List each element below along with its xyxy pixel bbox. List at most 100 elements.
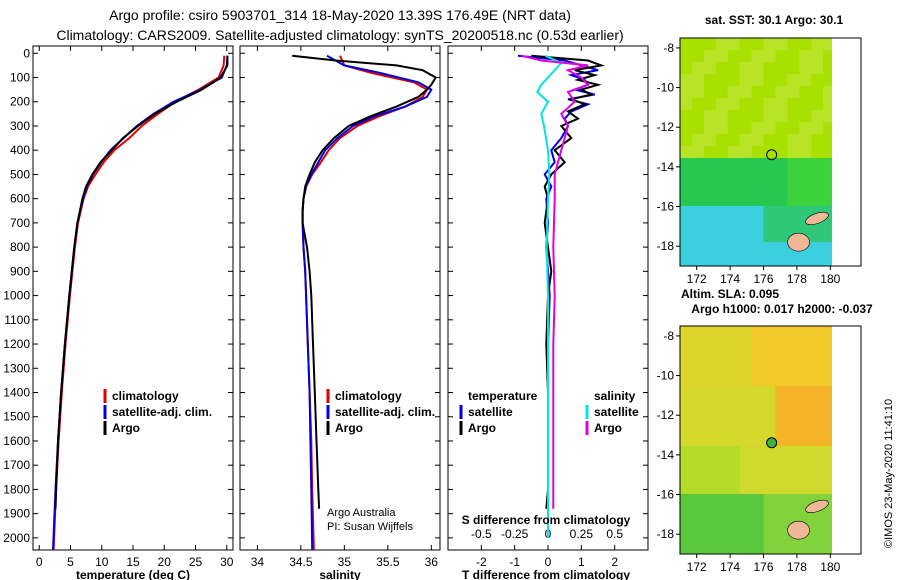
field-cell [727, 146, 741, 159]
legend-climatology: climatology [112, 389, 179, 403]
map-blank-region [831, 326, 861, 554]
field-cell [775, 494, 788, 507]
series-line-argo [54, 55, 229, 509]
field-cell [811, 434, 824, 447]
field-cell [680, 206, 693, 219]
depth-tick-label: 100 [10, 71, 30, 85]
field-cell [751, 206, 764, 219]
field-cell [680, 518, 693, 531]
temperature-frame [32, 45, 234, 551]
field-cell [787, 158, 800, 171]
field-cell [715, 62, 729, 75]
field-cell [811, 254, 824, 267]
field-cell [703, 134, 717, 147]
lon-tick-label: 172 [687, 272, 707, 286]
field-cell [680, 506, 693, 519]
field-cell [680, 62, 693, 75]
field-cell [703, 110, 717, 123]
field-cell [727, 518, 741, 531]
field-cell [680, 326, 693, 339]
field-cell [799, 542, 812, 555]
depth-tick-label: 700 [10, 216, 30, 230]
depth-tick-label: 600 [10, 192, 30, 206]
field-cell [703, 74, 717, 87]
field-cell [691, 434, 705, 447]
field-cell [799, 86, 812, 99]
field-cell [727, 494, 741, 507]
field-cell [703, 62, 717, 75]
field-cell [680, 542, 693, 555]
field-cell [751, 182, 764, 195]
sst-map-axis: 172 174 176 178 180 -8 -10 -12 -14 -16 -18 [657, 41, 841, 286]
field-cell [799, 182, 812, 195]
field-cell [703, 254, 717, 267]
field-cell [751, 338, 764, 351]
sla-map-title: Altim. SLA: 0.095 [681, 287, 779, 301]
difference-xlabel: T difference from climatology [462, 568, 630, 580]
field-cell [751, 242, 764, 255]
field-cell [787, 170, 800, 183]
x-tick-label: 1 [578, 555, 585, 569]
field-cell [763, 50, 776, 63]
field-cell [787, 350, 800, 363]
field-cell [715, 206, 729, 219]
x-tick-label: 34 [251, 555, 265, 569]
sst-map-frame [679, 37, 862, 267]
diff-legend-t-argo: Argo [468, 421, 496, 435]
field-cell [691, 170, 705, 183]
field-cell [703, 158, 717, 171]
field-cell [763, 410, 776, 423]
viti-levu-land [787, 232, 810, 252]
field-cell [739, 422, 752, 435]
field-cell [799, 38, 812, 51]
field-cell [691, 482, 705, 495]
field-cell [703, 182, 717, 195]
field-cell [680, 86, 693, 99]
field-cell [787, 74, 800, 87]
sal-legend-satellite: satellite-adj. clim. [335, 405, 435, 419]
field-cell [739, 146, 752, 159]
field-cell [775, 410, 788, 423]
depth-tick-label: 1500 [3, 410, 30, 424]
diff-legend-salinity: salinity [594, 389, 636, 403]
depth-tick-label: 1800 [3, 482, 30, 496]
field-cell [775, 386, 788, 399]
field-cell [703, 86, 717, 99]
sla-map-subtitle: Argo h1000: 0.017 h2000: -0.037 [691, 302, 873, 316]
field-cell [691, 218, 705, 231]
field-cell [775, 50, 788, 63]
field-cell [715, 254, 729, 267]
field-cell [715, 410, 729, 423]
field-cell [715, 134, 729, 147]
field-cell [751, 110, 764, 123]
field-cell [775, 506, 788, 519]
field-cell [715, 350, 729, 363]
field-cell [691, 86, 705, 99]
field-cell [727, 182, 741, 195]
field-cell [727, 110, 741, 123]
field-cell [680, 158, 693, 171]
depth-tick-label: 1200 [3, 337, 30, 351]
field-cell [763, 350, 776, 363]
field-cell [727, 542, 741, 555]
field-cell [703, 482, 717, 495]
sst-field [680, 38, 848, 267]
sla-map-axis: 172 174 176 178 180 -8 -10 -12 -14 -16 -18 [657, 329, 841, 574]
field-cell [691, 254, 705, 267]
lon-tick-label: 178 [787, 272, 807, 286]
field-cell [715, 326, 729, 339]
field-cell [763, 362, 776, 375]
sla-map-frame [679, 325, 862, 555]
field-cell [751, 410, 764, 423]
x-tick-label: -1 [509, 555, 520, 569]
field-cell [775, 518, 788, 531]
field-cell [727, 158, 741, 171]
field-cell [680, 74, 693, 87]
field-cell [739, 410, 752, 423]
field-cell [799, 170, 812, 183]
field-cell [763, 110, 776, 123]
field-cell [739, 374, 752, 387]
field-cell [680, 242, 693, 255]
field-cell [715, 362, 729, 375]
x-tick-label: 15 [126, 555, 140, 569]
